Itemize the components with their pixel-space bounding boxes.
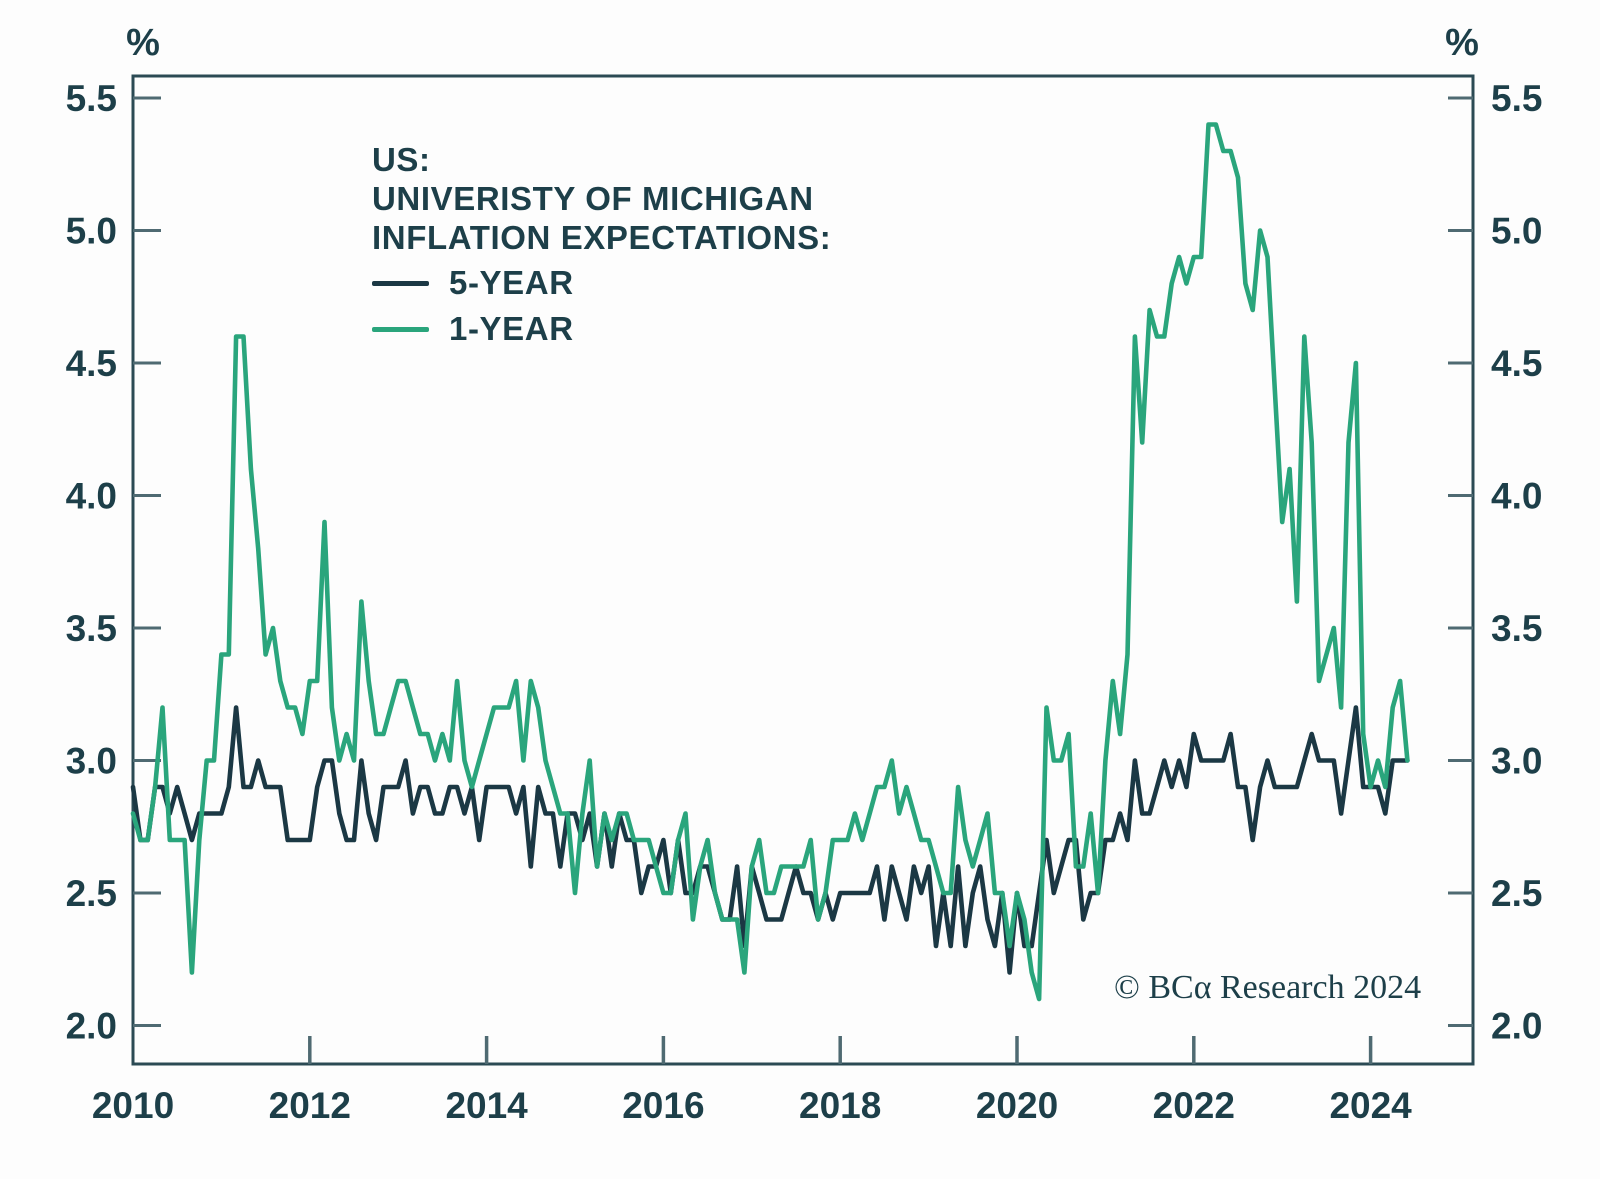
y-axis-tick-label-left: 3.0 [66,741,117,782]
y-axis-tick-label-right: 4.0 [1491,476,1542,517]
x-axis-tick-label: 2014 [445,1085,528,1126]
y-axis-unit-left: % [126,22,160,64]
y-axis-tick-label-left: 5.5 [66,78,117,119]
5-year-line-swatch [372,280,429,286]
y-axis-unit-right: % [1445,22,1479,64]
y-axis-tick-label-right: 5.5 [1491,78,1542,119]
legend-label-5-year: 5-YEAR [449,264,574,301]
plot-frame [131,74,1475,1066]
x-axis-tick-label: 2016 [622,1085,704,1126]
legend-label-1-year: 1-YEAR [449,310,574,347]
y-axis-tick-label-left: 3.5 [66,608,117,649]
y-axis-tick-label-right: 4.5 [1491,343,1542,384]
chart-title-line-3: INFLATION EXPECTATIONS: [372,219,832,256]
chart-title-line-1: US: [372,141,431,178]
y-axis-tick-label-right: 2.5 [1491,873,1542,914]
y-axis-tick-label-left: 4.0 [66,476,117,517]
y-axis-tick-label-right: 5.0 [1491,211,1542,252]
y-axis-tick-label-right: 3.0 [1491,741,1542,782]
x-axis-tick-label: 2012 [269,1085,351,1126]
legend: 5-YEAR 1-YEAR [372,260,574,352]
y-axis-tick-label-left: 2.0 [66,1006,117,1047]
5-year-line [130,705,1410,975]
x-axis-tick-label: 2020 [976,1085,1058,1126]
x-axis-tick-label: 2018 [799,1085,881,1126]
copyright-notice: © BCα Research 2024 [1114,969,1422,1006]
x-axis-tick-label: 2024 [1329,1085,1412,1126]
y-axis-tick-label-right: 3.5 [1491,608,1542,649]
y-axis-tick-label-left: 2.5 [66,873,117,914]
legend-item-1-year: 1-YEAR [372,306,574,352]
y-axis-tick-label-left: 4.5 [66,343,117,384]
legend-item-5-year: 5-YEAR [372,260,574,306]
y-axis-tick-label-left: 5.0 [66,211,117,252]
1-year-line [130,122,1410,1002]
1-year-line-swatch [372,326,429,332]
x-axis-tick-label: 2010 [92,1085,174,1126]
chart-title-line-2: UNIVERISTY OF MICHIGAN [372,180,814,217]
x-axis-tick-label: 2022 [1153,1085,1235,1126]
chart-title: US: UNIVERISTY OF MICHIGAN INFLATION EXP… [372,140,831,257]
y-axis-tick-label-right: 2.0 [1491,1006,1542,1047]
